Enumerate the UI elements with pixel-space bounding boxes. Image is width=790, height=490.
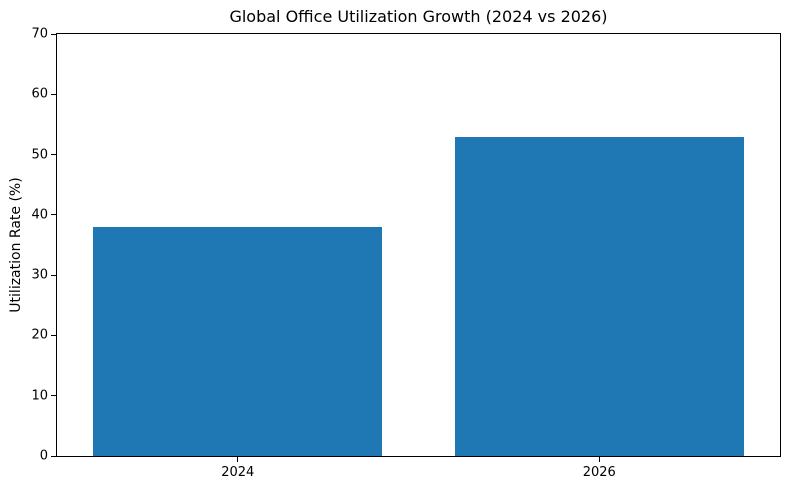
y-axis-label: Utilization Rate (%) <box>8 177 24 313</box>
y-tick-label: 20 <box>31 327 48 343</box>
y-tick-mark <box>51 33 56 35</box>
y-tick-label: 10 <box>31 388 48 404</box>
bar-2024 <box>93 226 383 456</box>
y-tick-label: 40 <box>31 207 48 223</box>
y-tick-label: 30 <box>31 267 48 283</box>
x-tick-mark <box>237 457 239 462</box>
y-tick-label: 50 <box>31 147 48 163</box>
y-tick-mark <box>51 455 56 457</box>
y-tick-mark <box>51 214 56 216</box>
plot-area: 0 10 20 30 40 50 60 70 2024 2026 <box>31 28 781 480</box>
bar-2026 <box>454 136 744 456</box>
x-tick-label-2026: 2026 <box>582 465 616 480</box>
chart-title: Global Office Utilization Growth (2024 v… <box>229 7 608 26</box>
y-tick-mark <box>51 334 56 336</box>
y-tick-mark <box>51 154 56 156</box>
x-tick-label-2024: 2024 <box>221 465 255 480</box>
y-tick-label: 60 <box>31 86 48 102</box>
y-tick-label: 70 <box>31 26 48 42</box>
y-tick-label: 0 <box>39 448 48 464</box>
y-tick-mark <box>51 93 56 95</box>
x-tick-mark <box>598 457 600 462</box>
y-tick-mark <box>51 395 56 397</box>
y-tick-mark <box>51 274 56 276</box>
